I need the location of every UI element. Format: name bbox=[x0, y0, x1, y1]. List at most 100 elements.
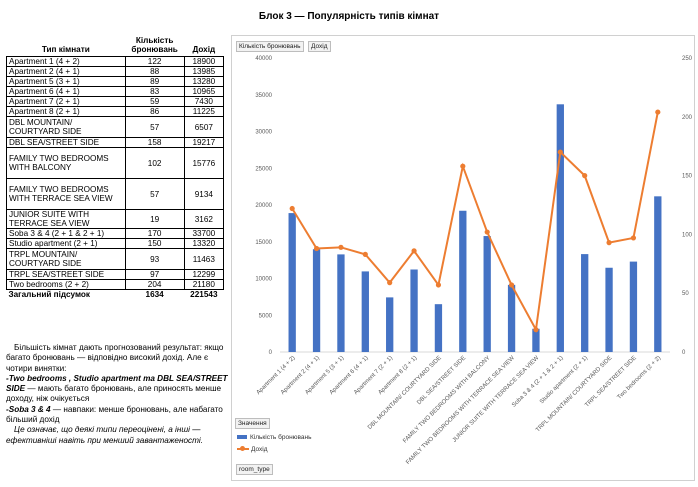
conclusion-text: Більшість кімнат дають прогнозований рез… bbox=[6, 343, 231, 446]
bar-revenue bbox=[581, 254, 589, 352]
left-axis-tick-label: 5000 bbox=[259, 313, 273, 319]
cell-revenue: 12299 bbox=[183, 269, 225, 280]
left-axis-tick-label: 25000 bbox=[255, 166, 272, 172]
bar-revenue bbox=[629, 261, 638, 352]
cell-revenue: 3162 bbox=[183, 209, 225, 229]
point-bookings bbox=[508, 282, 515, 288]
table-row: Soba 3 & 4 (2 + 1 & 2 + 1) 170 33700 bbox=[6, 228, 225, 239]
total-revenue: 221543 bbox=[190, 290, 218, 299]
cell-name: Apartment 1 (4 + 2) bbox=[6, 56, 126, 67]
cell-bookings: 83 bbox=[124, 86, 185, 97]
cell-revenue: 21180 bbox=[183, 279, 225, 290]
axis-field-button[interactable]: room_type bbox=[236, 464, 273, 475]
exception-soba-text: — навпаки: менше бронювань, але набагато… bbox=[6, 404, 223, 425]
point-bookings bbox=[338, 244, 344, 250]
cell-revenue: 33700 bbox=[183, 228, 225, 239]
legend-item-revenue: Дохід bbox=[237, 446, 268, 453]
cell-name: Apartment 2 (4 + 1) bbox=[6, 66, 126, 77]
cell-name: DBL MOUNTAIN/ COURTYARD SIDE bbox=[6, 116, 126, 138]
values-field-button[interactable]: Значення bbox=[235, 418, 270, 429]
table-row: Apartment 2 (4 + 1) 88 13985 bbox=[6, 66, 225, 77]
table-row: FAMILY TWO BEDROOMS WITH TERRACE SEA VIE… bbox=[6, 178, 225, 210]
total-bookings: 1634 bbox=[145, 290, 164, 299]
room-types-table: Тип кімнати Кількість бронювань Дохід Ap… bbox=[6, 36, 225, 299]
point-bookings bbox=[630, 235, 637, 241]
cell-name: Studio apartment (2 + 1) bbox=[6, 238, 126, 249]
bar-revenue bbox=[386, 297, 394, 352]
right-axis-tick-label: 0 bbox=[682, 350, 686, 356]
exception-soba-room: -Soba 3 & 4 bbox=[6, 404, 51, 414]
cell-revenue: 15776 bbox=[183, 147, 225, 179]
cell-revenue: 6507 bbox=[183, 116, 225, 138]
point-bookings bbox=[460, 163, 466, 169]
bar-revenue bbox=[507, 284, 516, 352]
bar-revenue bbox=[459, 210, 467, 352]
cell-name: Soba 3 & 4 (2 + 1 & 2 + 1) bbox=[6, 228, 126, 239]
left-axis-tick-label: 10000 bbox=[255, 277, 272, 283]
point-bookings bbox=[655, 109, 661, 115]
cell-name: TRPL MOUNTAIN/ COURTYARD SIDE bbox=[6, 248, 126, 270]
table-row: FAMILY TWO BEDROOMS WITH BALCONY 102 15776 bbox=[6, 147, 225, 179]
point-bookings bbox=[484, 229, 490, 235]
cell-revenue: 11463 bbox=[183, 248, 225, 270]
bar-revenue bbox=[654, 196, 662, 352]
field-button-bookings[interactable]: Кількість бронювань bbox=[236, 41, 304, 52]
cell-revenue: 13320 bbox=[183, 238, 225, 249]
cell-revenue: 11225 bbox=[183, 106, 225, 117]
header-bookings: Кількість бронювань bbox=[131, 36, 178, 54]
point-bookings bbox=[411, 248, 417, 254]
exception-overbooked-text: — мають багато бронювань, але приносять … bbox=[6, 384, 222, 404]
table-row: Apartment 5 (3 + 1) 89 13280 bbox=[6, 76, 225, 87]
cell-bookings: 93 bbox=[124, 248, 185, 270]
total-label: Загальний підсумок bbox=[8, 290, 91, 299]
point-bookings bbox=[435, 282, 442, 288]
cell-bookings: 97 bbox=[124, 269, 185, 280]
cell-bookings: 89 bbox=[124, 76, 185, 87]
table-row: Apartment 8 (2 + 1) 86 11225 bbox=[6, 106, 225, 117]
cell-revenue: 19217 bbox=[183, 137, 225, 148]
cell-bookings: 57 bbox=[124, 178, 185, 210]
point-bookings bbox=[606, 240, 612, 246]
point-bookings bbox=[289, 205, 295, 212]
bar-revenue bbox=[288, 213, 296, 352]
cell-revenue: 9134 bbox=[183, 178, 225, 210]
bar-revenue bbox=[483, 236, 491, 352]
table-row: DBL SEA/STREET SIDE 158 19217 bbox=[6, 137, 225, 148]
cell-name: Apartment 6 (4 + 1) bbox=[6, 86, 126, 97]
exception-overbooked: -Two bedrooms , Studio apartment та DBL … bbox=[6, 374, 231, 405]
line-bookings bbox=[291, 111, 659, 333]
cell-bookings: 57 bbox=[124, 116, 185, 138]
table-row: JUNIOR SUITE WITH TERRACE SEA VIEW 19 3162 bbox=[6, 209, 225, 229]
cell-revenue: 18900 bbox=[183, 56, 225, 67]
bar-revenue bbox=[337, 254, 345, 352]
legend-bar-swatch bbox=[237, 435, 247, 440]
conclusion-summary: Це означає, що деякі типи переоцінені, а… bbox=[6, 425, 204, 445]
x-axis-category-label: Soba 3 & 4 (2 + 1 & 2 + 1) bbox=[511, 355, 565, 409]
exception-soba: -Soba 3 & 4 — навпаки: менше бронювань, … bbox=[6, 405, 231, 426]
left-axis-tick-label: 40000 bbox=[255, 56, 272, 62]
cell-bookings: 150 bbox=[124, 238, 185, 249]
right-axis-tick-label: 50 bbox=[682, 291, 689, 297]
exception-overbooked-rooms: -Two bedrooms , Studio apartment та DBL … bbox=[6, 373, 228, 394]
left-axis-tick-label: 15000 bbox=[255, 240, 272, 246]
bar-revenue bbox=[361, 271, 369, 352]
table-row: Apartment 6 (4 + 1) 83 10965 bbox=[6, 86, 225, 97]
table-row: TRPL MOUNTAIN/ COURTYARD SIDE 93 11463 bbox=[6, 248, 225, 270]
x-axis-category-label: FAMILY TWO BEDROOMS WITH BALCONY bbox=[402, 355, 491, 444]
bar-revenue bbox=[556, 104, 564, 353]
field-button-revenue[interactable]: Дохід bbox=[308, 41, 331, 52]
cell-bookings: 102 bbox=[124, 147, 185, 179]
table-row: TRPL SEA/STREET SIDE 97 12299 bbox=[6, 269, 225, 280]
right-axis-tick-label: 100 bbox=[682, 232, 693, 238]
cell-name: DBL SEA/STREET SIDE bbox=[6, 137, 126, 148]
point-bookings bbox=[533, 327, 539, 333]
cell-name: JUNIOR SUITE WITH TERRACE SEA VIEW bbox=[6, 209, 126, 229]
cell-revenue: 13985 bbox=[183, 66, 225, 77]
point-bookings bbox=[582, 173, 588, 179]
x-axis-category-label: JUNIOR SUITE WITH TERRACE SEA VIEW bbox=[452, 355, 541, 444]
cell-bookings: 204 bbox=[124, 279, 185, 290]
table-row: Apartment 7 (2 + 1) 59 7430 bbox=[6, 96, 225, 107]
cell-name: FAMILY TWO BEDROOMS WITH BALCONY bbox=[6, 147, 126, 179]
chart-canvas: 0 5000 10000 15000 20000 25000 30000 35000 40000… bbox=[255, 56, 693, 466]
pivot-chart[interactable]: 0 5000 10000 15000 20000 25000 30000 35000 40000… bbox=[231, 35, 695, 481]
